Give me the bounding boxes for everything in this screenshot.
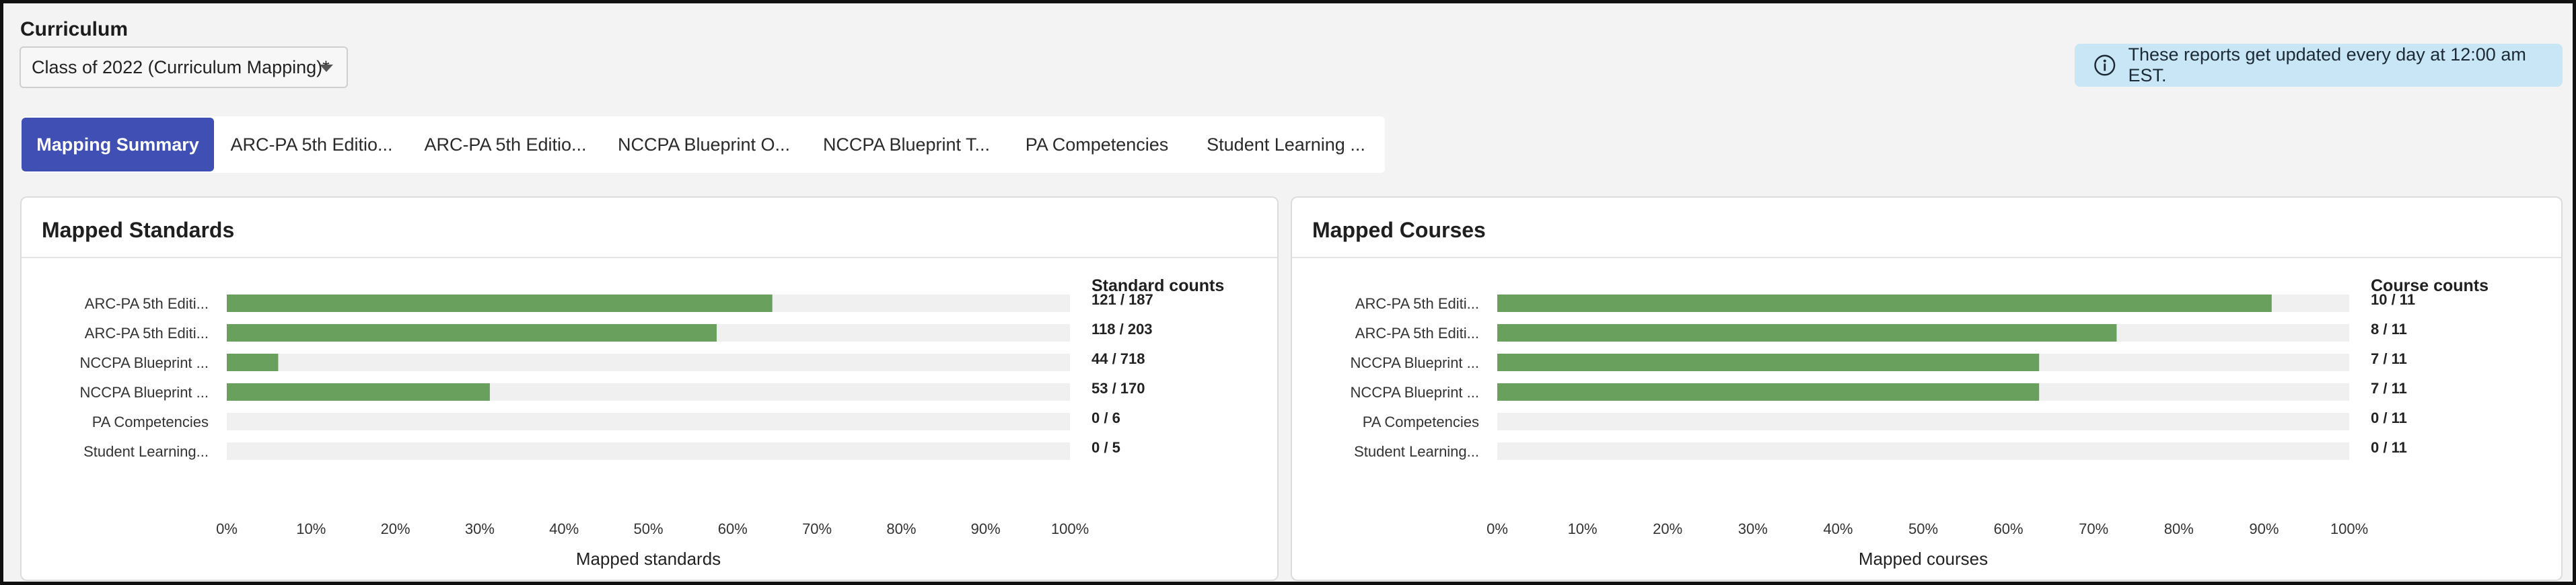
info-banner: These reports get updated every day at 1…: [2075, 44, 2563, 87]
panel-title: Mapped Courses: [1312, 218, 1486, 242]
bar-track: [227, 413, 1070, 430]
mapped-standards-panel: Mapped Standards Standard counts ARC-PA 5…: [20, 196, 1279, 581]
category-label: ARC-PA 5th Editi...: [1355, 325, 1479, 342]
tab-pa-competencies[interactable]: PA Competencies: [1025, 134, 1169, 155]
bar-track: [227, 442, 1070, 460]
count-label: 8 / 11: [2371, 321, 2407, 338]
count-label: 44 / 718: [1092, 350, 1145, 367]
curriculum-label: Curriculum: [20, 18, 129, 40]
x-axis-label: Mapped courses: [1859, 549, 1988, 569]
count-label: 7 / 11: [2371, 380, 2407, 397]
report-tabs: Mapping Summary ARC-PA 5th Editio... ARC…: [22, 116, 1385, 173]
count-label: 10 / 11: [2371, 291, 2415, 308]
x-tick-label: 10%: [296, 520, 326, 537]
divider: [1292, 257, 2561, 258]
count-label: 0 / 11: [2371, 439, 2407, 456]
bar: [1497, 383, 2040, 401]
mapped-courses-panel: Mapped Courses Course counts ARC-PA 5th E…: [1291, 196, 2563, 581]
x-tick-label: 0%: [1487, 520, 1508, 537]
mapped-standards-chart: Standard counts ARC-PA 5th Editi... 121 / …: [79, 276, 1224, 569]
bar: [227, 383, 490, 401]
category-label: NCCPA Blueprint ...: [1350, 384, 1479, 401]
mapped-courses-chart: Course counts ARC-PA 5th Editi... 10 / 11 A…: [1350, 276, 2489, 569]
count-label: 53 / 170: [1092, 380, 1145, 397]
category-label: PA Competencies: [1363, 414, 1479, 430]
tab-nccpa-blueprint-2[interactable]: NCCPA Blueprint T...: [822, 134, 991, 155]
x-tick-label: 100%: [2330, 520, 2368, 537]
x-tick-label: 90%: [2249, 520, 2279, 537]
x-axis-label: Mapped standards: [576, 549, 721, 569]
bar-track: [227, 354, 1070, 371]
bar: [227, 295, 773, 312]
category-label: NCCPA Blueprint ...: [79, 354, 209, 371]
curriculum-selected-value: Class of 2022 (Curriculum Mapping)*: [32, 56, 330, 77]
x-tick-label: 90%: [971, 520, 1001, 537]
category-label: NCCPA Blueprint ...: [1350, 354, 1479, 371]
x-tick-label: 80%: [2164, 520, 2194, 537]
bar: [1497, 354, 2040, 371]
tab-mapping-summary[interactable]: Mapping Summary: [22, 118, 214, 171]
x-tick-label: 100%: [1051, 520, 1089, 537]
count-label: 0 / 5: [1092, 439, 1120, 456]
tab-student-learning[interactable]: Student Learning ...: [1207, 134, 1365, 155]
x-tick-label: 60%: [1994, 520, 2024, 537]
bar: [1497, 324, 2117, 342]
x-tick-label: 70%: [802, 520, 832, 537]
category-label: Student Learning...: [1354, 443, 1479, 460]
x-tick-label: 80%: [886, 520, 916, 537]
category-label: Student Learning...: [83, 443, 209, 460]
bar: [1497, 295, 2272, 312]
panel-title: Mapped Standards: [42, 218, 235, 242]
counts-header: Standard counts: [1092, 276, 1224, 295]
info-icon: [2094, 54, 2116, 76]
tab-arc-pa-1[interactable]: ARC-PA 5th Editio...: [230, 134, 393, 155]
category-label: ARC-PA 5th Editi...: [85, 295, 209, 312]
x-tick-label: 50%: [633, 520, 663, 537]
x-tick-label: 70%: [2079, 520, 2108, 537]
count-label: 118 / 203: [1092, 321, 1153, 338]
x-tick-label: 40%: [1823, 520, 1853, 537]
count-label: 0 / 11: [2371, 410, 2407, 426]
bar-track: [1497, 442, 2349, 460]
caret-down-icon: [320, 65, 333, 72]
count-label: 7 / 11: [2371, 350, 2407, 367]
bar: [227, 354, 279, 371]
category-label: NCCPA Blueprint ...: [79, 384, 209, 401]
x-tick-label: 30%: [1738, 520, 1768, 537]
tab-arc-pa-2[interactable]: ARC-PA 5th Editio...: [424, 134, 587, 155]
tab-nccpa-blueprint-1[interactable]: NCCPA Blueprint O...: [617, 134, 791, 155]
x-tick-label: 20%: [381, 520, 410, 537]
category-label: PA Competencies: [92, 414, 209, 430]
bar-track: [1497, 413, 2349, 430]
x-tick-label: 0%: [216, 520, 238, 537]
x-tick-label: 10%: [1568, 520, 1598, 537]
count-label: 0 / 6: [1092, 410, 1120, 426]
x-tick-label: 50%: [1908, 520, 1938, 537]
category-label: ARC-PA 5th Editi...: [1355, 295, 1479, 312]
curriculum-select[interactable]: Class of 2022 (Curriculum Mapping)*: [20, 46, 348, 88]
count-label: 121 / 187: [1092, 291, 1153, 308]
bar: [227, 324, 717, 342]
counts-header: Course counts: [2371, 276, 2489, 295]
category-label: ARC-PA 5th Editi...: [85, 325, 209, 342]
x-tick-label: 40%: [549, 520, 579, 537]
divider: [22, 257, 1277, 258]
info-banner-text: These reports get updated every day at 1…: [2128, 44, 2526, 85]
x-tick-label: 30%: [465, 520, 495, 537]
x-tick-label: 20%: [1653, 520, 1682, 537]
x-tick-label: 60%: [718, 520, 748, 537]
